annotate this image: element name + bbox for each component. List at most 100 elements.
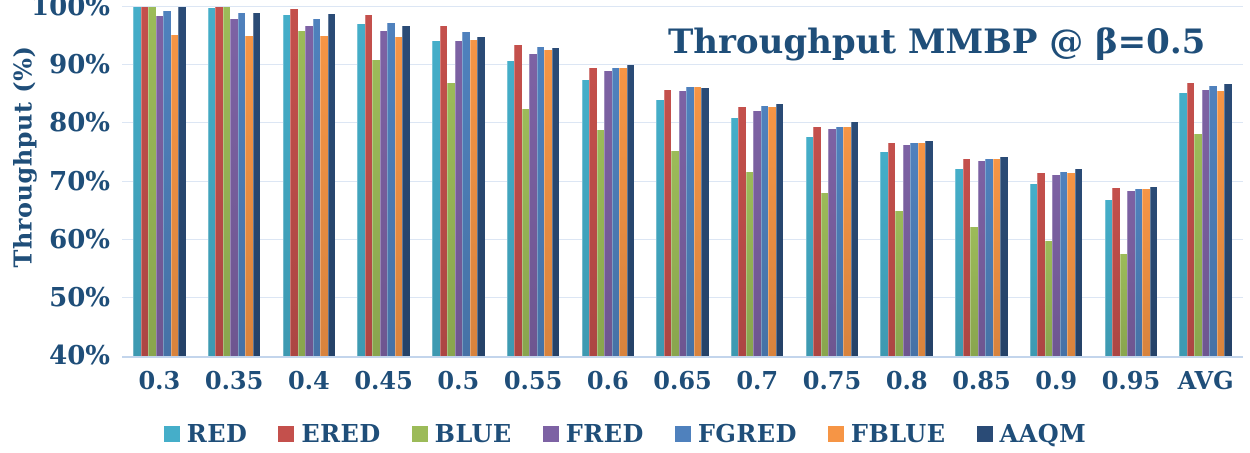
x-tick-label-0.4: 0.4 <box>287 366 330 395</box>
bar-group-0.6 <box>570 7 645 356</box>
bar-FBLUE-AVG <box>1216 91 1225 356</box>
y-tick-label-90%: 90% <box>49 50 110 81</box>
x-tick-label-0.35: 0.35 <box>204 366 264 395</box>
bar-AAQM-0.85 <box>1000 157 1008 356</box>
bar-FGRED-0.5 <box>462 32 470 356</box>
bar-group-0.55 <box>496 7 571 356</box>
legend-label-BLUE: BLUE <box>434 419 512 448</box>
bar-FGRED-0.55 <box>536 47 545 356</box>
bar-FRED-0.95 <box>1127 191 1135 356</box>
bar-FGRED-0.7 <box>760 105 769 356</box>
y-tick-label-100%: 100% <box>31 0 110 22</box>
bar-RED-0.4 <box>282 15 291 356</box>
bar-group-0.9 <box>1019 7 1094 356</box>
chart-title: Throughput MMBP @ β=0.5 <box>668 22 1206 62</box>
x-tick-label-0.65: 0.65 <box>653 366 712 395</box>
bar-AAQM-0.9 <box>1074 168 1083 356</box>
bar-FRED-0.7 <box>753 110 761 356</box>
bar-ERED-0.65 <box>663 89 672 356</box>
bar-group-0.75 <box>795 7 870 356</box>
bar-ERED-0.4 <box>290 9 298 356</box>
x-tick-label-0.85: 0.85 <box>952 366 1011 395</box>
gridline-100% <box>122 6 1243 7</box>
bar-FRED-0.4 <box>305 25 313 356</box>
bar-BLUE-AVG <box>1194 134 1202 356</box>
legend: RED ERED BLUE FRED FGRED FBLUE AAQM <box>0 419 1250 448</box>
bar-AAQM-0.8 <box>925 140 933 356</box>
bar-FGRED-0.8 <box>910 142 918 356</box>
bar-FGRED-0.35 <box>237 12 246 356</box>
x-tick-label-0.8: 0.8 <box>885 366 928 395</box>
bar-AAQM-0.95 <box>1149 187 1158 356</box>
bar-FGRED-0.4 <box>312 18 321 356</box>
bar-FBLUE-0.4 <box>320 35 328 356</box>
bar-group-0.45 <box>346 7 421 356</box>
plot-area <box>122 6 1243 358</box>
bar-group-0.8 <box>869 7 944 356</box>
bar-FBLUE-0.45 <box>394 36 403 356</box>
bar-group-0.5 <box>421 7 496 356</box>
bar-ERED-0.6 <box>589 67 597 356</box>
legend-swatch-FBLUE <box>827 425 844 442</box>
bar-FRED-0.85 <box>977 160 986 356</box>
gridline-90% <box>122 64 1243 66</box>
bar-group-0.65 <box>645 7 720 356</box>
y-tick-label-40%: 40% <box>49 341 110 371</box>
legend-label-RED: RED <box>186 419 248 448</box>
legend-swatch-ERED <box>278 425 295 442</box>
bar-FGRED-0.95 <box>1134 189 1143 356</box>
legend-label-FBLUE: FBLUE <box>850 419 946 448</box>
bar-FBLUE-0.55 <box>544 50 552 356</box>
bar-BLUE-0.8 <box>895 211 903 356</box>
bar-RED-0.55 <box>506 61 515 356</box>
bar-ERED-0.35 <box>215 7 223 356</box>
bar-FRED-0.9 <box>1052 174 1060 356</box>
legend-swatch-RED <box>163 425 180 442</box>
bar-AAQM-0.5 <box>477 37 485 356</box>
bar-RED-0.5 <box>432 41 440 356</box>
legend-label-FGRED: FGRED <box>697 419 797 448</box>
legend-label-AAQM: AAQM <box>999 419 1087 448</box>
x-tick-label-0.9: 0.9 <box>1035 366 1078 395</box>
legend-item-BLUE: BLUE <box>411 419 512 448</box>
legend-swatch-FGRED <box>674 425 691 442</box>
bar-AAQM-0.4 <box>327 13 336 356</box>
bar-AAQM-0.65 <box>701 87 709 356</box>
y-tick-label-50%: 50% <box>49 282 110 313</box>
bar-FGRED-0.65 <box>686 87 694 356</box>
bar-RED-0.9 <box>1029 183 1038 356</box>
bar-RED-0.85 <box>955 168 963 356</box>
bar-FBLUE-0.9 <box>1067 172 1075 356</box>
legend-item-RED: RED <box>163 419 248 448</box>
bar-FRED-0.5 <box>454 41 463 356</box>
bar-ERED-0.95 <box>1112 187 1120 356</box>
bar-FRED-AVG <box>1201 90 1210 356</box>
bar-FBLUE-0.85 <box>992 158 1001 356</box>
bar-FRED-0.8 <box>902 144 911 356</box>
bar-FBLUE-0.75 <box>843 126 851 356</box>
bar-BLUE-0.7 <box>745 171 754 356</box>
legend-swatch-BLUE <box>411 425 428 442</box>
bar-FBLUE-0.6 <box>619 67 627 356</box>
bar-groups <box>122 7 1243 356</box>
bar-ERED-0.8 <box>887 143 896 356</box>
x-tick-label-0.5: 0.5 <box>437 366 480 395</box>
bar-FGRED-0.85 <box>985 158 993 356</box>
bar-RED-0.45 <box>357 24 365 356</box>
bar-group-AVG <box>1168 7 1243 356</box>
x-tick-label-0.45: 0.45 <box>354 366 413 395</box>
legend-swatch-FRED <box>542 425 559 442</box>
bar-AAQM-AVG <box>1224 84 1232 356</box>
bar-FGRED-0.45 <box>387 23 395 356</box>
bar-group-0.4 <box>271 7 346 356</box>
bar-FRED-0.35 <box>230 18 238 356</box>
x-tick-label-0.6: 0.6 <box>586 366 629 395</box>
bar-BLUE-0.85 <box>970 226 978 356</box>
legend-item-FRED: FRED <box>542 419 644 448</box>
legend-item-FGRED: FGRED <box>674 419 797 448</box>
bar-BLUE-0.35 <box>222 7 231 356</box>
bar-ERED-0.5 <box>439 25 448 356</box>
legend-swatch-AAQM <box>976 425 993 442</box>
bar-AAQM-0.35 <box>252 13 261 356</box>
